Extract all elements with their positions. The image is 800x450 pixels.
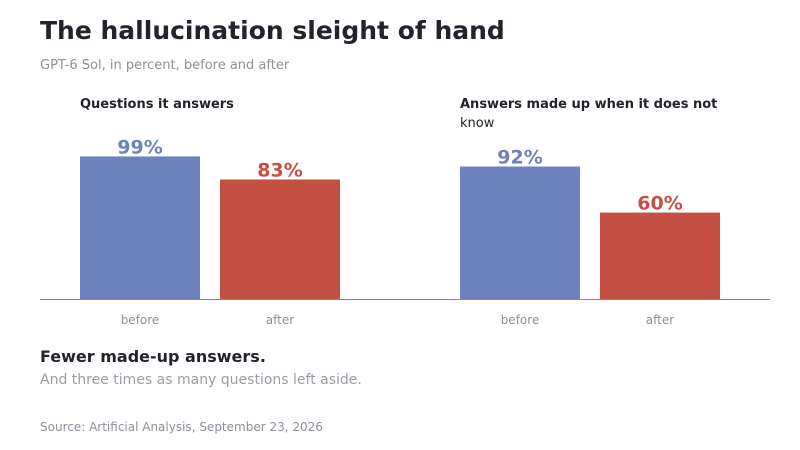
panel-2-title: Answers made up when it does not — [460, 97, 717, 112]
source-note: Source: Artificial Analysis, September 2… — [40, 420, 323, 434]
panel-2-tick-label-after: after — [646, 313, 674, 327]
panel-2-value-label-after: 60% — [637, 193, 682, 215]
chart-subtitle: GPT-6 Sol, in percent, before and after — [40, 58, 290, 73]
panel-2-bar-after — [600, 212, 720, 299]
takeaway-headline: Fewer made-up answers. — [40, 347, 266, 366]
panel-2-value-label-before: 92% — [497, 147, 542, 169]
panel-2-tick-label-before: before — [501, 313, 540, 327]
panel-1-bar-after — [220, 179, 340, 299]
panel-1-value-label-before: 99% — [117, 136, 162, 158]
chart-title: The hallucination sleight of hand — [40, 16, 505, 45]
takeaway-note: And three times as many questions left a… — [40, 372, 362, 388]
panel-1-value-label-after: 83% — [257, 159, 302, 181]
panel-1-bar-before — [80, 156, 200, 299]
panel-2-title-line-2: know — [460, 116, 495, 131]
bar-chart: Questions it answers 99% before 83% after Ans… — [40, 97, 770, 327]
panel-1-tick-label-after: after — [266, 313, 294, 327]
panel-1-tick-label-before: before — [121, 313, 160, 327]
panel-1-title: Questions it answers — [80, 97, 234, 112]
panel-2-bar-before — [460, 166, 580, 299]
